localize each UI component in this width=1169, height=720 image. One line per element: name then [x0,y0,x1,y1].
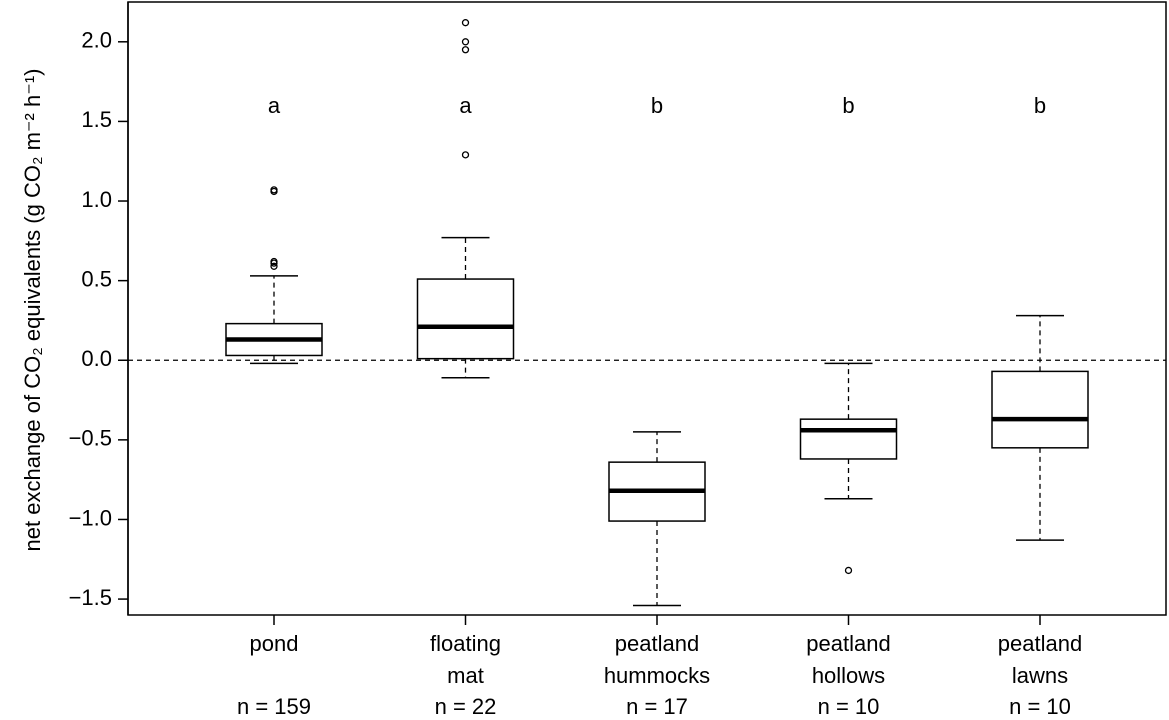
y-tick-label: −1.5 [69,585,112,610]
y-tick-label: 2.0 [81,28,112,53]
x-tick-label: hummocks [604,663,710,688]
outlier [461,19,470,27]
group-letter: a [268,93,281,118]
y-tick-label: 1.5 [81,107,112,132]
outlier [461,38,470,46]
group-letter: b [651,93,663,118]
x-tick-label: peatland [806,631,890,656]
outlier [461,151,470,159]
x-tick-label: floating [430,631,501,656]
box [799,418,898,460]
sample-size: n = 10 [818,694,880,719]
box [416,278,515,360]
y-tick-label: −0.5 [69,426,112,451]
x-tick-label: mat [447,663,484,688]
outlier [270,262,278,270]
x-tick-label: lawns [1012,663,1068,688]
group-letter: a [459,93,472,118]
outlier [270,257,278,266]
y-tick-label: 0.0 [81,346,112,371]
y-tick-label: 0.5 [81,266,112,291]
sample-size: n = 159 [237,694,311,719]
x-tick-label: peatland [998,631,1082,656]
box [991,370,1089,449]
group-letter: b [842,93,854,118]
sample-size: n = 10 [1009,694,1071,719]
outlier [844,566,853,575]
y-tick-label: 1.0 [81,187,112,212]
y-tick-label: −1.0 [69,505,112,530]
x-tick-label: peatland [615,631,699,656]
plot-frame [127,1,1167,616]
sample-size: n = 22 [435,694,497,719]
outlier [461,46,470,54]
y-axis-label: net exchange of CO₂ equivalents (g CO₂ m… [20,69,45,552]
x-tick-label: pond [250,631,299,656]
group-letter: b [1034,93,1046,118]
outlier [270,186,278,194]
sample-size: n = 17 [626,694,688,719]
x-tick-label: hollows [812,663,885,688]
